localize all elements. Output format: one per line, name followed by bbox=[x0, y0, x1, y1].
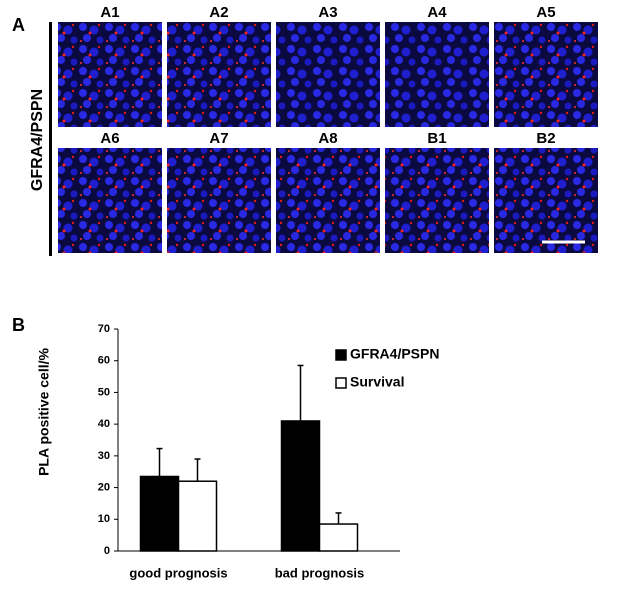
panel-label: A bbox=[12, 15, 25, 35]
y-tick-label: 20 bbox=[98, 481, 110, 493]
micrograph bbox=[167, 22, 271, 127]
micrograph bbox=[276, 148, 380, 253]
image-label: A5 bbox=[536, 4, 555, 21]
y-tick-label: 50 bbox=[98, 386, 110, 398]
y-axis-label: PLA positive cell/% bbox=[36, 348, 52, 476]
y-tick-label: 70 bbox=[98, 323, 110, 335]
image-label: A8 bbox=[318, 130, 337, 147]
legend-label: GFRA4/PSPN bbox=[350, 346, 439, 362]
bar bbox=[280, 420, 321, 552]
image-label: A4 bbox=[427, 4, 447, 21]
micrograph bbox=[276, 22, 380, 127]
micrograph bbox=[494, 148, 598, 253]
micrograph bbox=[58, 148, 162, 253]
legend-swatch bbox=[335, 349, 347, 361]
y-tick-label: 10 bbox=[98, 513, 110, 525]
bar bbox=[139, 475, 180, 552]
image-label: A2 bbox=[209, 4, 228, 21]
group-bar bbox=[49, 22, 52, 256]
image-label: A3 bbox=[318, 4, 337, 21]
y-tick-label: 0 bbox=[104, 545, 110, 557]
image-label: A1 bbox=[100, 4, 119, 21]
row-label: GFRA4/PSPN bbox=[29, 89, 46, 191]
micrograph bbox=[385, 22, 489, 127]
micrograph bbox=[167, 148, 271, 253]
y-tick-label: 30 bbox=[98, 450, 110, 462]
micrograph bbox=[385, 148, 489, 253]
legend-swatch bbox=[335, 377, 347, 389]
image-label: A7 bbox=[209, 130, 228, 147]
y-tick-label: 40 bbox=[98, 418, 110, 430]
bar-chart: 0 10 20 30 40 50 60 70 good prognosis bad prognos… bbox=[98, 323, 440, 581]
image-label: A6 bbox=[100, 130, 119, 147]
bar bbox=[318, 523, 359, 552]
micrograph bbox=[494, 22, 598, 127]
image-label: B1 bbox=[427, 130, 446, 147]
micrograph bbox=[58, 22, 162, 127]
legend-label: Survival bbox=[350, 374, 404, 390]
y-tick-label: 60 bbox=[98, 355, 110, 367]
image-label: B2 bbox=[536, 130, 555, 147]
micrographs: A1 A2 A3 A4 A5 A6 A7 A8 B1 B2 bbox=[58, 4, 598, 253]
panel-label: B bbox=[12, 315, 25, 335]
bar bbox=[177, 480, 218, 552]
x-tick-label: good prognosis bbox=[129, 565, 227, 580]
x-tick-label: bad prognosis bbox=[275, 565, 365, 580]
